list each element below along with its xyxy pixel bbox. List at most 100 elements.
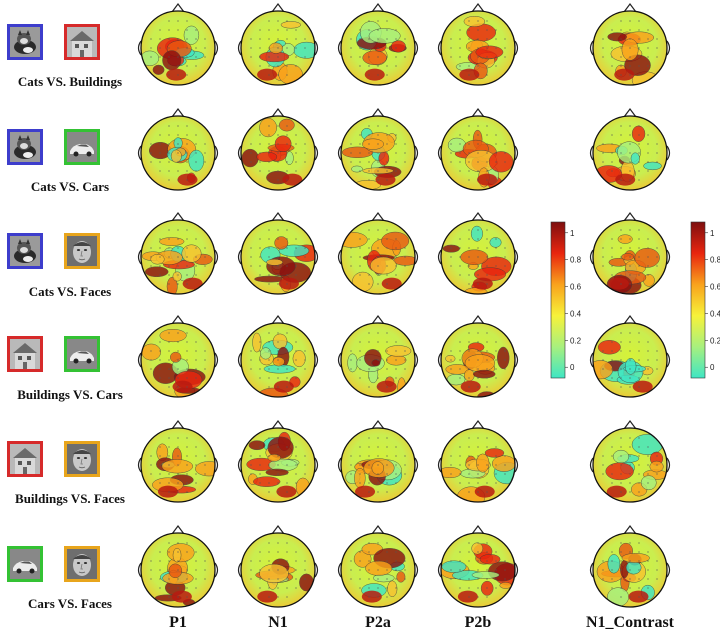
nose [471, 420, 485, 430]
ear-right [414, 562, 419, 578]
ear-right [514, 352, 519, 368]
thumbnail-car-icon [64, 336, 100, 372]
topomap-r5-c2 [337, 525, 419, 608]
ear-right [314, 145, 319, 161]
nose [171, 212, 185, 222]
ear-left [137, 457, 142, 473]
topomap-r4-c3 [437, 420, 519, 503]
nose [171, 420, 185, 430]
topomap-r1-c4 [589, 108, 671, 191]
ear-right [214, 562, 219, 578]
colorbar-tick: 0.8 [710, 256, 720, 265]
ear-left [137, 352, 142, 368]
nose [623, 420, 637, 430]
column-heading-n1: N1 [268, 614, 288, 631]
colorbar-tick: 0.8 [570, 256, 582, 265]
row-label: Cats VS. Cars [30, 179, 110, 194]
nose [271, 3, 285, 13]
ear-right [414, 40, 419, 56]
ear-left [237, 145, 242, 161]
row-label: Cats VS. Faces [28, 284, 112, 299]
topomap-r0-c2 [337, 3, 419, 86]
nose [271, 108, 285, 118]
ear-right [214, 352, 219, 368]
column-heading-p2b: P2b [464, 614, 492, 631]
topomap-r0-c4 [589, 3, 671, 86]
ear-right [414, 457, 419, 473]
ear-right [214, 249, 219, 265]
ear-left [437, 352, 442, 368]
ear-left [337, 562, 342, 578]
row-label: Cats VS. Buildings [17, 74, 123, 89]
colorbar-tick: 1 [710, 229, 715, 238]
topomap-r1-c1 [237, 108, 319, 191]
topomap-r3-c3 [437, 315, 519, 398]
ear-left [437, 40, 442, 56]
ear-left [237, 457, 242, 473]
nose [171, 525, 185, 535]
ear-left [137, 249, 142, 265]
nose [623, 212, 637, 222]
ear-right [666, 145, 671, 161]
ear-right [666, 352, 671, 368]
ear-right [666, 457, 671, 473]
topomap-r4-c1 [237, 420, 319, 503]
topomap-r4-c4 [589, 420, 671, 503]
ear-left [337, 352, 342, 368]
nose [271, 212, 285, 222]
topomap-r5-c3 [437, 525, 519, 608]
colorbar-tick: 0.2 [570, 336, 582, 345]
nose [371, 212, 385, 222]
ear-right [214, 40, 219, 56]
topomap-r2-c2 [337, 212, 419, 295]
colorbar-tick: 0 [710, 363, 715, 372]
nose [623, 3, 637, 13]
ear-right [666, 562, 671, 578]
topomap-r3-c0 [137, 315, 219, 398]
ear-left [337, 145, 342, 161]
ear-left [137, 40, 142, 56]
ear-right [214, 145, 219, 161]
ear-left [437, 249, 442, 265]
ear-left [437, 457, 442, 473]
row-label: Buildings VS. Cars [17, 387, 123, 402]
topomap-r0-c0 [137, 3, 219, 86]
row-label: Buildings VS. Faces [15, 491, 125, 506]
thumbnail-cat-icon [7, 233, 43, 269]
topomap-r0-c1 [237, 3, 319, 86]
colorbar-right: 1 0.8 0.6 0.4 0.2 0 [690, 221, 720, 379]
nose [471, 3, 485, 13]
ear-right [314, 352, 319, 368]
topomap-r1-c3 [437, 108, 519, 191]
topomap-r5-c4 [589, 525, 671, 608]
nose [371, 525, 385, 535]
nose [471, 108, 485, 118]
nose [471, 212, 485, 222]
topomap-r3-c4 [589, 315, 671, 398]
ear-right [314, 249, 319, 265]
nose [171, 108, 185, 118]
nose [371, 108, 385, 118]
ear-right [314, 562, 319, 578]
nose [623, 315, 637, 325]
thumbnail-cat-icon [7, 129, 43, 165]
nose [371, 3, 385, 13]
ear-left [237, 352, 242, 368]
thumbnail-building-icon [64, 24, 100, 60]
ear-left [137, 145, 142, 161]
ear-right [414, 145, 419, 161]
row-label: Cars VS. Faces [28, 596, 112, 611]
ear-left [237, 40, 242, 56]
ear-right [514, 40, 519, 56]
nose [271, 315, 285, 325]
ear-right [414, 249, 419, 265]
ear-right [214, 457, 219, 473]
nose [471, 525, 485, 535]
ear-left [437, 145, 442, 161]
ear-left [337, 40, 342, 56]
nose [171, 3, 185, 13]
topomap-r4-c2 [337, 420, 419, 503]
ear-right [514, 145, 519, 161]
